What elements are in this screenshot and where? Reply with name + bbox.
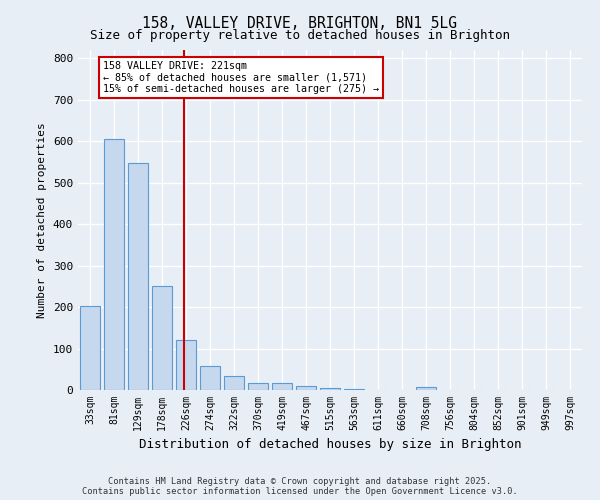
Bar — [80, 306, 100, 390]
Bar — [320, 388, 340, 390]
Bar — [104, 139, 124, 390]
Text: 158 VALLEY DRIVE: 221sqm
← 85% of detached houses are smaller (1,571)
15% of sem: 158 VALLEY DRIVE: 221sqm ← 85% of detach… — [103, 61, 379, 94]
Bar — [248, 382, 268, 390]
Bar — [416, 386, 436, 390]
Text: Contains HM Land Registry data © Crown copyright and database right 2025.
Contai: Contains HM Land Registry data © Crown c… — [82, 476, 518, 496]
Y-axis label: Number of detached properties: Number of detached properties — [37, 122, 47, 318]
Bar — [344, 389, 364, 390]
Bar — [200, 366, 220, 390]
Bar — [128, 163, 148, 390]
Text: Size of property relative to detached houses in Brighton: Size of property relative to detached ho… — [90, 28, 510, 42]
Bar — [272, 384, 292, 390]
X-axis label: Distribution of detached houses by size in Brighton: Distribution of detached houses by size … — [139, 438, 521, 452]
Text: 158, VALLEY DRIVE, BRIGHTON, BN1 5LG: 158, VALLEY DRIVE, BRIGHTON, BN1 5LG — [143, 16, 458, 31]
Bar — [224, 376, 244, 390]
Bar — [296, 386, 316, 390]
Bar — [152, 286, 172, 390]
Bar — [176, 340, 196, 390]
